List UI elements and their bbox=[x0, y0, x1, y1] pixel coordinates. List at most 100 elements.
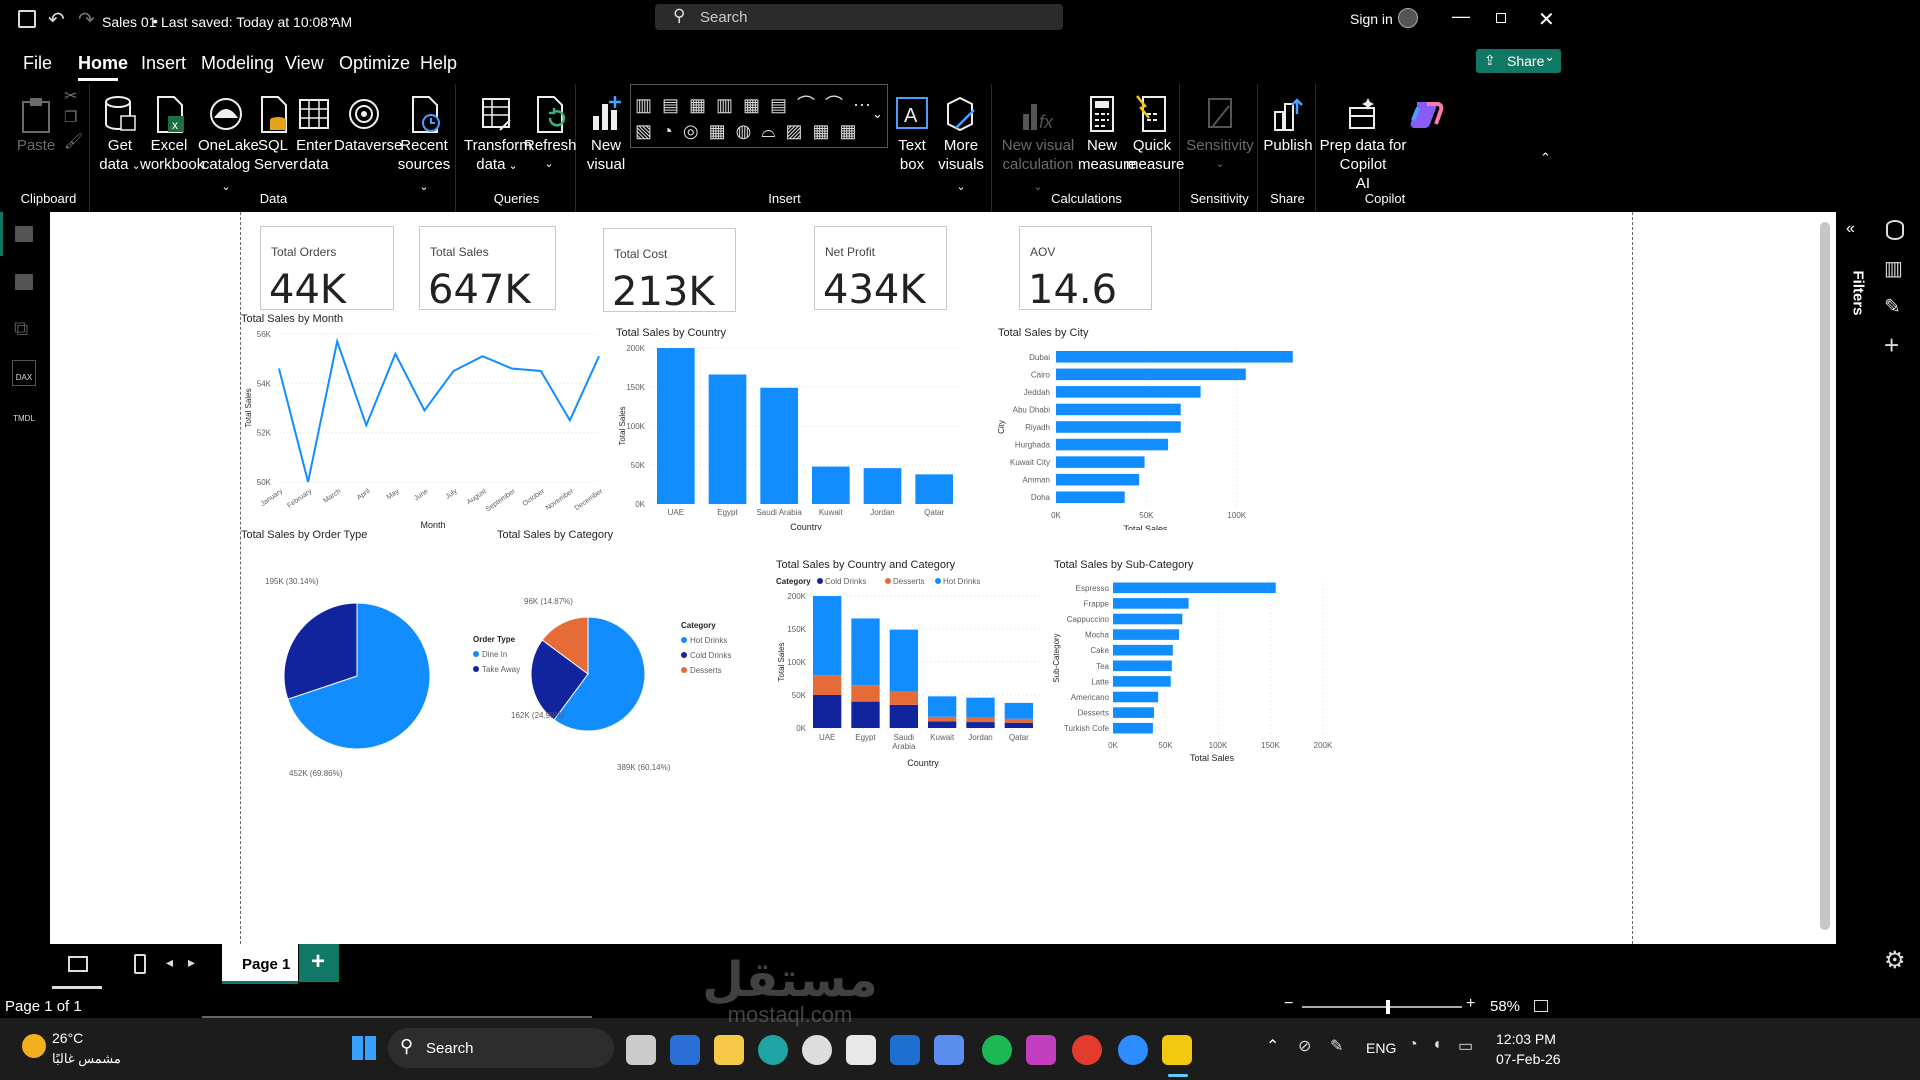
add-pane-icon[interactable]: + bbox=[1884, 330, 1900, 360]
menu-view[interactable]: View bbox=[285, 53, 324, 73]
save-icon[interactable] bbox=[18, 10, 36, 28]
pie-chart-sales-by-category[interactable]: Total Sales by Category 96K (14.87%) 389K … bbox=[497, 524, 797, 784]
stacked-column-sales-by-country-category[interactable]: Total Sales by Country and Category Categ… bbox=[776, 558, 1046, 798]
menu-modeling[interactable]: Modeling bbox=[201, 53, 275, 73]
report-view-icon[interactable] bbox=[15, 226, 33, 242]
transform-data-button[interactable]: Transform data ⌄ bbox=[464, 94, 532, 176]
zoom-slider-thumb[interactable] bbox=[1386, 1000, 1390, 1014]
input-language[interactable]: ENG bbox=[1366, 1040, 1397, 1056]
visualizations-pane-icon[interactable]: ▥ bbox=[1884, 258, 1903, 280]
taskbar-search[interactable]: ⚲ Search bbox=[388, 1028, 614, 1068]
clock-time[interactable]: 12:03 PM bbox=[1496, 1031, 1556, 1047]
data-pane-icon[interactable] bbox=[1886, 220, 1904, 240]
zoom-level[interactable]: 58% bbox=[1490, 998, 1521, 1015]
wifi-icon[interactable]: ◔ bbox=[1408, 1036, 1418, 1053]
tray-chevron-icon[interactable]: ⌃ bbox=[1266, 1038, 1280, 1055]
sign-in-link[interactable]: Sign in bbox=[1350, 11, 1393, 27]
volume-icon[interactable]: ◖ bbox=[1432, 1036, 1442, 1053]
quick-measure-button[interactable]: Quick measure bbox=[1126, 94, 1184, 174]
fit-to-page-icon[interactable] bbox=[1534, 1000, 1548, 1012]
menu-file[interactable]: File bbox=[23, 53, 53, 73]
kpi-card-total-orders[interactable]: Total Orders 44K bbox=[260, 226, 394, 313]
avatar-icon[interactable] bbox=[1398, 8, 1418, 28]
enter-data-button[interactable]: Enter data bbox=[292, 94, 336, 174]
chevron-down-icon[interactable]: ⌄ bbox=[326, 9, 337, 24]
pie-chart-sales-by-order-type[interactable]: Total Sales by Order Type 195K (30.14%) 45… bbox=[241, 524, 571, 784]
kpi-card-aov[interactable]: AOV 14.6 bbox=[1019, 226, 1152, 313]
tmdl-view-icon[interactable]: TMDL bbox=[10, 404, 38, 426]
excel-workbook-button[interactable]: x Excel workbook bbox=[140, 94, 204, 174]
onelake-catalog-button[interactable]: OneLake catalog ⌄ bbox=[198, 94, 259, 197]
copy-icon[interactable]: ❐ bbox=[64, 109, 78, 126]
copilot-button[interactable] bbox=[1404, 94, 1448, 136]
weather-sun-icon[interactable] bbox=[22, 1034, 46, 1058]
collapse-filters-icon[interactable]: « bbox=[1846, 220, 1855, 237]
paste-button[interactable]: Paste bbox=[14, 94, 58, 155]
m365-icon[interactable] bbox=[1026, 1035, 1056, 1065]
dataverse-button[interactable]: Dataverse bbox=[334, 94, 402, 155]
outlook-icon[interactable] bbox=[890, 1035, 920, 1065]
publish-button[interactable]: Publish bbox=[1262, 94, 1314, 155]
minimize-icon[interactable]: — bbox=[1452, 6, 1470, 26]
sql-server-button[interactable]: SQL Server bbox=[254, 94, 298, 174]
cut-icon[interactable]: ✂ bbox=[64, 88, 78, 105]
gallery-more-icon[interactable]: ⌄ bbox=[872, 106, 883, 121]
zoom-icon[interactable] bbox=[1118, 1035, 1148, 1065]
page-tab-page-1[interactable]: Page 1 bbox=[222, 944, 298, 984]
bar-chart-sales-by-city[interactable]: Total Sales by City 0K 50K 100K Dubai Cairo Je… bbox=[998, 322, 1328, 530]
prev-page-icon[interactable]: ◂ bbox=[166, 954, 174, 970]
desktop-layout-icon[interactable] bbox=[68, 956, 88, 972]
menu-insert[interactable]: Insert bbox=[141, 53, 187, 73]
weather-temp[interactable]: 26°C bbox=[52, 1030, 84, 1046]
tray-icon-2[interactable]: ✎ bbox=[1330, 1038, 1344, 1055]
collapse-ribbon-icon[interactable]: ⌃ bbox=[1540, 150, 1551, 165]
spotify-icon[interactable] bbox=[982, 1035, 1012, 1065]
document-title[interactable]: Sales 01 bbox=[102, 14, 157, 30]
menu-home[interactable]: Home bbox=[78, 53, 129, 73]
undo-icon[interactable]: ↶ bbox=[48, 9, 65, 31]
menu-optimize[interactable]: Optimize bbox=[339, 53, 411, 73]
more-visuals-button[interactable]: More visuals ⌄ bbox=[934, 94, 988, 197]
model-view-icon[interactable]: ⧉ bbox=[14, 318, 29, 340]
refresh-button[interactable]: Refresh ⌄ bbox=[524, 94, 577, 174]
search-box[interactable]: ⚲ Search bbox=[655, 4, 1063, 30]
settings-gear-icon[interactable]: ⚙ bbox=[1884, 947, 1906, 974]
column-chart-sales-by-country[interactable]: Total Sales by Country 0K 50K 100K 150K 200K U… bbox=[611, 322, 981, 530]
filters-pane[interactable]: « Filters bbox=[1836, 212, 1872, 772]
widgets-icon[interactable] bbox=[670, 1035, 700, 1065]
redo-icon[interactable]: ↷ bbox=[78, 9, 95, 31]
report-page[interactable]: Total Orders 44K Total Sales 647K Total … bbox=[240, 212, 1633, 944]
maximize-icon[interactable] bbox=[1496, 13, 1506, 23]
task-view-icon[interactable] bbox=[626, 1035, 656, 1065]
text-box-button[interactable]: A Text box bbox=[890, 94, 934, 174]
zoom-in-icon[interactable]: + bbox=[1466, 995, 1476, 1012]
kpi-card-total-cost[interactable]: Total Cost 213K bbox=[603, 228, 736, 315]
prep-data-copilot-button[interactable]: Prep data for Copilot AI bbox=[1318, 94, 1408, 193]
format-painter-icon[interactable]: 🖌 bbox=[64, 133, 84, 150]
file-explorer-icon[interactable] bbox=[714, 1035, 744, 1065]
canvas-scrollbar[interactable] bbox=[1820, 222, 1830, 930]
tray-icon-1[interactable]: ⊘ bbox=[1298, 1038, 1312, 1055]
edge-icon[interactable] bbox=[758, 1035, 788, 1065]
power-bi-icon[interactable] bbox=[1162, 1035, 1192, 1065]
new-measure-button[interactable]: New measure bbox=[1078, 94, 1136, 174]
table-view-icon[interactable] bbox=[15, 274, 33, 290]
windows-start-icon[interactable] bbox=[352, 1036, 376, 1060]
dax-query-view-icon[interactable]: DAX bbox=[12, 360, 36, 386]
chrome-icon[interactable] bbox=[1072, 1035, 1102, 1065]
share-button[interactable]: ⇪ Share ⌄ bbox=[1476, 49, 1561, 73]
bar-chart-sales-by-subcategory[interactable]: Total Sales by Sub-Category 0K 50K 100K 150K… bbox=[1053, 558, 1393, 798]
line-chart-sales-by-month[interactable]: Total Sales by Month 50K 52K 54K 56K January F… bbox=[241, 308, 616, 530]
kpi-card-total-sales[interactable]: Total Sales 647K bbox=[419, 226, 556, 313]
store-icon[interactable] bbox=[846, 1035, 876, 1065]
visual-gallery[interactable]: ▥▤▦▥▦▤⌒⌒⋯ ▧◔◎▦◍⌓▨▦▦ bbox=[630, 84, 888, 148]
new-visual-calculation-button[interactable]: fx New visual calculation ⌄ bbox=[998, 94, 1078, 197]
kpi-card-net-profit[interactable]: Net Profit 434K bbox=[814, 226, 947, 313]
zoom-slider[interactable] bbox=[1302, 1000, 1462, 1014]
close-icon[interactable]: ✕ bbox=[1538, 9, 1555, 31]
gemini-icon[interactable] bbox=[934, 1035, 964, 1065]
clock-date[interactable]: 07-Feb-26 bbox=[1496, 1051, 1561, 1067]
get-data-button[interactable]: Get data ⌄ bbox=[98, 94, 142, 176]
menu-help[interactable]: Help bbox=[420, 53, 458, 73]
new-visual-button[interactable]: New visual bbox=[584, 94, 628, 174]
